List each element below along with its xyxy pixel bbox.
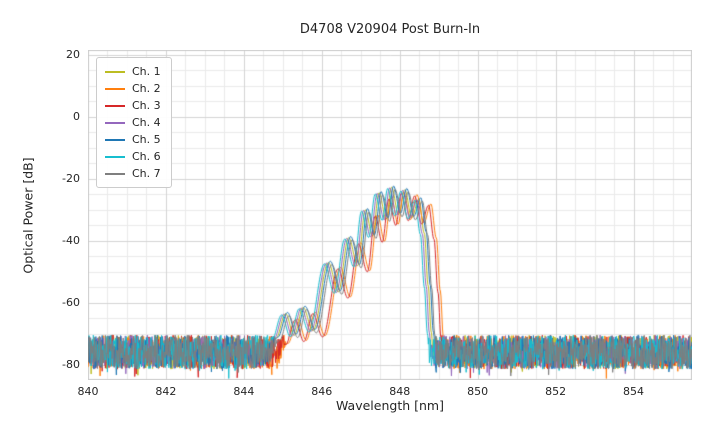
legend-label: Ch. 3 (132, 99, 161, 112)
legend-line-swatch (105, 70, 125, 73)
legend-item: Ch. 3 (105, 97, 161, 114)
y-tick-label: -60 (62, 295, 80, 309)
x-axis-label: Wavelength [nm] (336, 398, 444, 413)
legend-line-swatch (105, 121, 125, 124)
legend-label: Ch. 2 (132, 82, 161, 95)
legend-item: Ch. 2 (105, 80, 161, 97)
x-tick-label: 846 (311, 385, 333, 398)
legend-line-swatch (105, 104, 125, 107)
legend-label: Ch. 4 (132, 116, 161, 129)
legend-label: Ch. 6 (132, 150, 161, 163)
x-tick-label: 850 (467, 385, 489, 398)
x-tick-label: 852 (545, 385, 567, 398)
legend-item: Ch. 5 (105, 131, 161, 148)
x-tick-label: 854 (623, 385, 645, 398)
y-tick-label: 20 (66, 47, 80, 61)
y-axis-label: Optical Power [dB] (20, 157, 36, 274)
legend-line-swatch (105, 138, 125, 141)
x-tick-label: 848 (389, 385, 411, 398)
x-tick-label: 840 (77, 385, 99, 398)
legend-item: Ch. 6 (105, 148, 161, 165)
legend-item: Ch. 1 (105, 63, 161, 80)
legend-label: Ch. 7 (132, 167, 161, 180)
y-tick-label: -20 (62, 171, 80, 185)
legend-line-swatch (105, 87, 125, 90)
legend: Ch. 1 Ch. 2 Ch. 3 Ch. 4 Ch. 5 Ch. 6 Ch. 7 (96, 57, 172, 188)
legend-item: Ch. 4 (105, 114, 161, 131)
y-tick-label: -40 (62, 233, 80, 247)
legend-item: Ch. 7 (105, 165, 161, 182)
x-tick-label: 844 (233, 385, 255, 398)
plot-area (88, 50, 692, 380)
legend-line-swatch (105, 172, 125, 175)
legend-line-swatch (105, 155, 125, 158)
y-tick-label: -80 (62, 357, 80, 371)
legend-label: Ch. 5 (132, 133, 161, 146)
chart-title: D4708 V20904 Post Burn-In (299, 22, 481, 37)
x-tick-label: 842 (155, 385, 177, 398)
y-tick-label: 0 (73, 109, 80, 123)
legend-label: Ch. 1 (132, 65, 161, 78)
